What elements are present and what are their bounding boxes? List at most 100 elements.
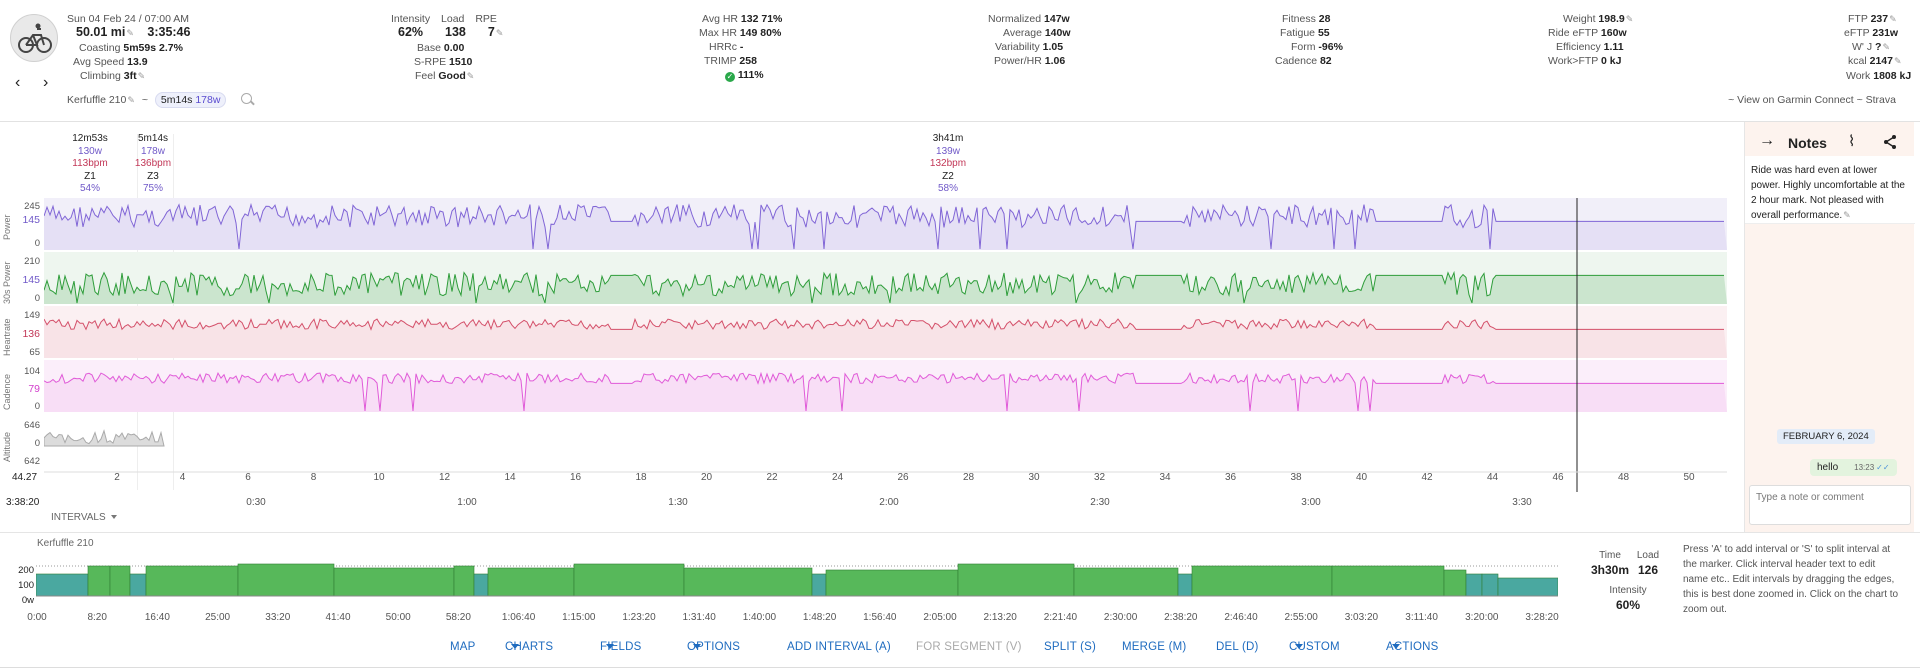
ftp-label: FTP [1848,13,1868,25]
interval-bar [957,563,1075,597]
edit-icon[interactable]: ✎ [1843,210,1851,220]
wprime-label: W' J [1852,41,1873,53]
edit-icon[interactable]: ✎ [1625,14,1634,24]
bottom-intensity-label: Intensity [1609,585,1647,596]
coasting-value: 5m59s [123,42,157,54]
cadence-line-fill [44,373,1727,412]
distance-axis: 2 4 6 8 10 12 14 16 18 20 22 24 26 28 30 32 34 36 38 40 42 44… [0,472,1740,486]
charts-button[interactable]: CHARTS [505,641,553,653]
compliance-pct: 111% [737,69,764,81]
collapse-arrow-icon[interactable]: → [1759,132,1775,149]
attachment-icon[interactable]: ⌇ [1848,133,1856,150]
interval-bar [1191,565,1333,597]
power30-axis-max: 210 [24,256,40,267]
options-button-label: OPTIONS [687,641,741,653]
interval-header[interactable]: 3h41m 139w 132bpm Z2 58% [918,133,978,196]
time-tick: 3:30 [1512,497,1532,508]
power30-axis-mid: 145 [22,274,40,286]
add-interval-button[interactable]: ADD INTERVAL (A) [787,641,891,653]
options-button[interactable]: OPTIONS [687,641,740,653]
date-chip: FEBRUARY 6, 2024 [1777,429,1875,444]
interval-time-tick: 2:21:40 [1043,612,1078,623]
np-value: 147w [1044,13,1070,25]
interval-zone: Z2 [942,170,954,182]
map-button[interactable]: MAP [450,641,476,653]
eftp-label: eFTP [1844,27,1870,39]
time-tick: 2:00 [879,497,899,508]
selected-interval-chip[interactable]: 5m14s 178w [154,92,227,108]
distance-tick: 12 [438,472,451,483]
climbing-label: Climbing [80,70,121,82]
max-hr-label: Max HR [699,27,737,39]
avg-hr-pct: 71% [761,13,783,25]
interval-time-tick: 1:40:00 [742,612,777,623]
next-activity-button[interactable]: › [43,74,49,91]
efficiency-value: 1.11 [1603,41,1624,53]
interval-bar [683,567,813,597]
edit-icon[interactable]: ✎ [127,95,135,105]
note-input[interactable]: Type a note or comment [1749,485,1911,525]
activity-name[interactable]: Kerfuffle 210 [67,94,127,106]
hr-track-bg [44,306,1727,358]
interval-bar [1465,573,1483,597]
actions-button[interactable]: ACTIONS [1386,641,1438,653]
distance-tick: 34 [1159,472,1171,483]
delete-button[interactable]: DEL (D) [1216,641,1259,653]
edit-icon[interactable]: ✎ [1889,14,1897,24]
weight-label: Weight [1563,13,1596,25]
interval-header[interactable]: 5m14s 178w 136bpm Z3 75% [128,133,178,196]
custom-button-label: CUSTOM [1289,641,1340,653]
interval-time-tick: 2:13:20 [983,612,1017,623]
interval-time-tick: 2:46:40 [1224,612,1258,623]
edit-icon[interactable]: ✎ [126,28,134,38]
cadence-value: 82 [1319,55,1332,67]
chat-message: hello 13:23 ✓✓ [1810,459,1897,476]
tilde-separator: ~ [141,94,148,106]
cadence-axis-mid: 79 [28,383,40,395]
bottom-time-value: 3h30m [1590,563,1630,577]
merge-button[interactable]: MERGE (M) [1122,641,1187,653]
custom-button[interactable]: CUSTOM [1289,641,1340,653]
variability-label: Variability [995,41,1040,53]
external-links[interactable]: ~ View on Garmin Connect ~ Strava [1728,94,1896,106]
fields-button[interactable]: FIELDS [600,641,641,653]
interval-header[interactable]: 12m53s 130w 113bpm Z1 54% [60,133,120,196]
share-icon[interactable] [1882,134,1898,150]
wprime-value[interactable]: ? [1875,41,1882,53]
note-text[interactable]: Ride was hard even at lower power. Highl… [1745,156,1915,224]
interval-hr: 132bpm [929,158,967,169]
edit-icon[interactable]: ✎ [466,71,475,81]
time-tick: 3:00 [1301,497,1321,508]
power-line [44,202,1724,250]
intervals-toggle[interactable]: INTERVALS [51,512,117,523]
distance-tick: 24 [831,472,844,483]
ftp-value[interactable]: 237 [1870,13,1889,25]
edit-icon[interactable]: ✎ [1882,42,1890,52]
distance-tick: 4 [179,472,186,483]
interval-time-tick: 3:11:40 [1405,612,1438,623]
eftp-value: 231w [1872,27,1899,39]
ride-eftp-value: 160w [1600,27,1627,39]
edit-icon[interactable]: ✎ [1893,56,1902,66]
kcal-value[interactable]: 2147 [1869,55,1893,67]
power-hr-label: Power/HR [994,55,1042,67]
search-icon[interactable] [241,93,256,106]
np-label: Normalized [988,13,1042,25]
load-value: 138 [445,25,466,39]
distance-tick: 44 [1486,472,1499,483]
distance-tick: 20 [700,472,713,483]
edit-icon[interactable]: ✎ [137,71,146,81]
weight-value[interactable]: 198.9 [1598,13,1625,25]
rpe-value[interactable]: 7 [487,25,495,39]
activity-streams-chart[interactable] [44,198,1727,493]
prev-activity-button[interactable]: ‹ [15,74,21,91]
intensity-value: 62% [398,25,424,39]
srpe-label: S-RPE [414,56,447,68]
for-segment-button[interactable]: FOR SEGMENT (V) [916,641,1022,653]
feel-label: Feel [415,70,436,82]
split-button[interactable]: SPLIT (S) [1044,641,1097,653]
interval-bar [811,573,827,597]
feel-value[interactable]: Good [438,70,466,82]
interval-bars-chart[interactable] [36,560,1558,610]
edit-icon[interactable]: ✎ [495,28,504,38]
